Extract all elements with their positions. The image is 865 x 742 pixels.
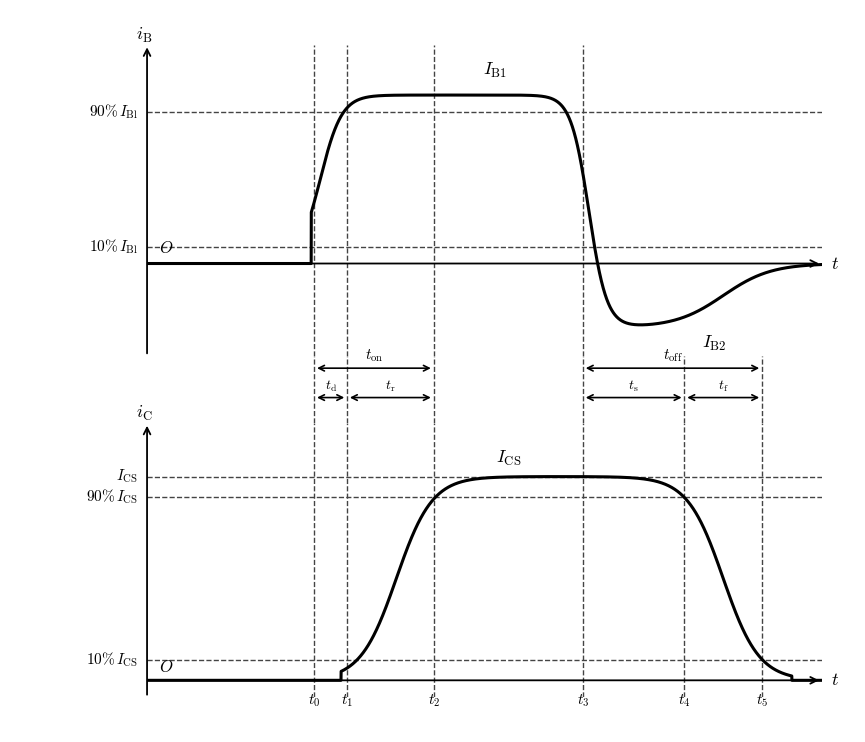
Text: $t_2$: $t_2$ — [427, 692, 439, 709]
Text: $t$: $t$ — [830, 255, 839, 272]
Text: $t_{\rm off}$: $t_{\rm off}$ — [663, 347, 682, 364]
Text: $I_{\rm CS}$: $I_{\rm CS}$ — [496, 449, 521, 468]
Text: $t_{\rm s}$: $t_{\rm s}$ — [628, 379, 639, 394]
Text: $I_{\rm CS}$: $I_{\rm CS}$ — [116, 467, 138, 485]
Text: $t_{\rm d}$: $t_{\rm d}$ — [324, 379, 336, 394]
Text: $t$: $t$ — [830, 672, 839, 689]
Text: $t_3$: $t_3$ — [577, 692, 589, 709]
Text: $10\%\,I_{\rm CS}$: $10\%\,I_{\rm CS}$ — [86, 651, 138, 669]
Text: $t_{\rm f}$: $t_{\rm f}$ — [718, 379, 728, 394]
Text: $90\%\,I_{\rm CS}$: $90\%\,I_{\rm CS}$ — [86, 487, 138, 506]
Text: $90\%\,I_{\rm Bl}$: $90\%\,I_{\rm Bl}$ — [89, 102, 138, 121]
Text: $t_{\rm on}$: $t_{\rm on}$ — [365, 347, 383, 364]
Text: $t_{\rm r}$: $t_{\rm r}$ — [385, 379, 395, 394]
Text: $i_{\rm B}$: $i_{\rm B}$ — [136, 25, 152, 45]
Text: $t_1$: $t_1$ — [341, 692, 353, 709]
Text: $t_5$: $t_5$ — [756, 692, 768, 709]
Text: $I_{\rm B1}$: $I_{\rm B1}$ — [483, 61, 507, 80]
Text: $I_{\rm B2}$: $I_{\rm B2}$ — [702, 334, 727, 353]
Text: $i_{\rm C}$: $i_{\rm C}$ — [136, 404, 152, 423]
Text: $t_4$: $t_4$ — [678, 692, 690, 709]
Text: $O$: $O$ — [159, 659, 173, 676]
Text: $10\%\,I_{\rm Bl}$: $10\%\,I_{\rm Bl}$ — [89, 237, 138, 256]
Text: $O$: $O$ — [159, 240, 173, 257]
Text: $t_0$: $t_0$ — [308, 692, 320, 709]
